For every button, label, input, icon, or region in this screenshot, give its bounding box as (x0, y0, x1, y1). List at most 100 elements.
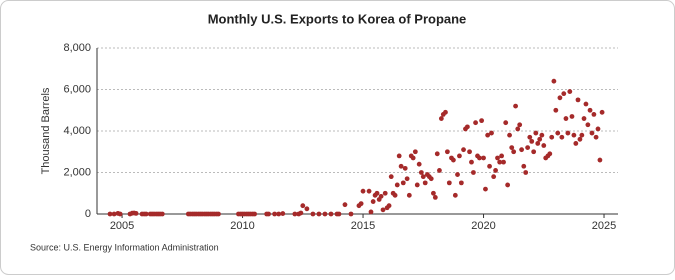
data-point (360, 188, 366, 194)
data-point (452, 192, 458, 198)
data-point (366, 188, 372, 194)
data-point (107, 211, 113, 217)
data-point (591, 112, 597, 117)
data-point (392, 192, 398, 198)
data-point (575, 97, 581, 103)
data-point (589, 130, 595, 136)
data-point (587, 107, 593, 113)
data-point (539, 132, 545, 138)
data-point (583, 101, 589, 107)
data-point (431, 190, 436, 196)
data-point (479, 118, 485, 124)
data-point (541, 143, 547, 148)
data-point (569, 114, 575, 119)
data-point (537, 136, 543, 142)
data-point (388, 174, 394, 180)
data-point (443, 109, 448, 115)
data-point (499, 153, 505, 159)
data-point (585, 122, 591, 128)
x-tick-label: 2005 (110, 220, 134, 232)
x-tick-label: 2015 (351, 220, 375, 232)
data-point (455, 172, 460, 177)
data-point (422, 180, 428, 186)
data-point (467, 149, 472, 155)
data-point (414, 182, 420, 188)
data-point (527, 134, 533, 140)
data-point (555, 130, 561, 136)
data-point (300, 203, 306, 209)
data-point (416, 161, 422, 167)
data-point (432, 195, 438, 200)
data-point (489, 130, 494, 136)
data-point (396, 153, 402, 159)
chart-title: Monthly U.S. Exports to Korea of Propane (208, 11, 467, 26)
data-point (549, 134, 555, 140)
data-point (266, 211, 271, 217)
data-point (561, 91, 567, 97)
data-point (368, 209, 374, 215)
data-point (437, 168, 442, 173)
data-point (523, 170, 529, 175)
data-point (595, 126, 601, 132)
data-point (477, 155, 482, 161)
data-point (398, 163, 404, 169)
data-point (503, 120, 509, 126)
data-point (483, 186, 488, 192)
data-point (133, 210, 139, 216)
data-point (304, 206, 310, 212)
data-point (535, 141, 541, 146)
data-point (531, 149, 537, 155)
data-point (573, 141, 579, 146)
source-note: Source: U.S. Energy Information Administ… (30, 242, 219, 252)
data-point (438, 116, 444, 121)
data-point (519, 147, 525, 153)
data-point (310, 211, 316, 217)
data-point (358, 201, 364, 207)
data-point (434, 151, 440, 157)
y-tick-label: 6,000 (63, 83, 91, 95)
data-point (380, 207, 386, 213)
data-point (521, 163, 527, 169)
data-point (509, 145, 515, 151)
data-point (328, 211, 334, 217)
data-point (533, 130, 539, 136)
data-point (446, 180, 452, 186)
data-point (581, 116, 587, 121)
data-point (481, 155, 486, 161)
x-tick-label: 2020 (471, 220, 495, 232)
data-point (495, 155, 500, 161)
data-point (511, 149, 517, 155)
data-point (342, 202, 348, 208)
data-point (159, 211, 165, 217)
data-point (418, 170, 424, 175)
data-point (394, 182, 400, 188)
data-point (559, 134, 565, 140)
y-tick-label: 4,000 (63, 125, 91, 137)
data-point (577, 136, 583, 142)
data-point (461, 147, 466, 153)
data-point (529, 138, 535, 144)
data-point (487, 163, 492, 169)
x-tick-label: 2025 (592, 220, 616, 232)
data-point (252, 211, 258, 217)
data-point (515, 126, 521, 132)
data-point (513, 103, 518, 109)
data-point (316, 211, 322, 217)
data-point (451, 157, 456, 163)
data-point (597, 157, 603, 163)
data-point (348, 211, 354, 217)
data-point (382, 190, 388, 196)
data-point (471, 170, 476, 175)
y-axis-label: Thousand Barrels (40, 87, 52, 174)
data-point (501, 159, 506, 165)
data-point (143, 211, 149, 217)
data-point (557, 95, 563, 101)
data-point (458, 180, 464, 186)
data-point (444, 149, 450, 155)
data-point (497, 159, 503, 165)
data-point (420, 174, 426, 180)
data-point (493, 168, 498, 173)
